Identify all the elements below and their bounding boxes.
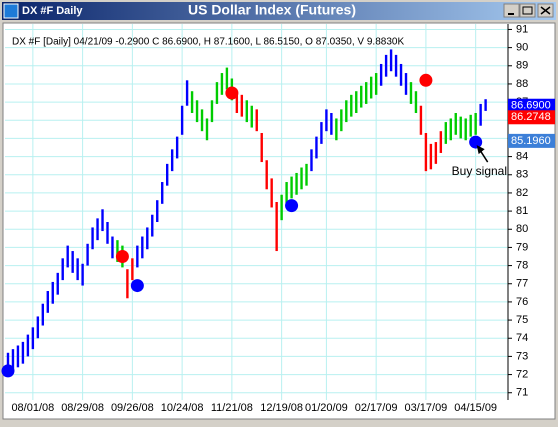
price-tag-label: 86.2748 [511, 111, 551, 123]
x-tick-label: 04/15/09 [454, 402, 497, 414]
plot [5, 24, 508, 400]
x-tick-label: 09/26/08 [111, 402, 154, 414]
y-tick-label: 75 [516, 314, 528, 326]
y-tick-label: 72 [516, 368, 528, 380]
price-tag-label: 86.6900 [511, 100, 551, 112]
signal-dot [1, 364, 15, 378]
x-tick-label: 08/29/08 [61, 402, 104, 414]
price-tag-label: 85.1960 [511, 135, 551, 147]
signal-dot [469, 135, 483, 149]
signal-dot [225, 86, 239, 100]
signal-dot [130, 279, 144, 293]
y-tick-label: 89 [516, 60, 528, 72]
price-tag [508, 98, 555, 113]
x-tick-label: 03/17/09 [404, 402, 447, 414]
y-tick-label: 84 [516, 151, 528, 163]
x-tick-label: 10/24/08 [161, 402, 204, 414]
title-bar [2, 2, 556, 20]
price-tag [508, 110, 555, 125]
y-tick-label: 73 [516, 350, 528, 362]
x-tick-label: 11/21/08 [211, 402, 253, 414]
annotation-text: Buy signal [452, 164, 507, 178]
close-glyph [540, 6, 551, 15]
y-tick-label: 78 [516, 259, 528, 271]
signal-dot [115, 250, 129, 264]
y-tick-label: 91 [516, 23, 528, 35]
chart-area [2, 22, 556, 420]
y-tick-label: 76 [516, 296, 528, 308]
annotation-arrowhead [476, 145, 485, 155]
chart-title: US Dollar Index (Futures) [188, 2, 356, 18]
y-tick-label: 77 [516, 278, 528, 290]
x-tick-label: 02/17/09 [355, 402, 398, 414]
y-tick-label: 88 [516, 78, 528, 90]
x-tick-label: 01/20/09 [305, 402, 348, 414]
y-tick-label: 80 [516, 223, 528, 235]
x-tick-label: 12/19/08 [260, 402, 303, 414]
y-tick-label: 82 [516, 187, 528, 199]
maximize-button[interactable] [519, 3, 536, 18]
x-tick-label: 08/01/08 [11, 402, 54, 414]
signal-dot [285, 199, 299, 213]
window-buttons [503, 3, 554, 18]
y-tick-label: 90 [516, 42, 528, 54]
y-tick-label: 83 [516, 169, 528, 181]
window-icon [3, 3, 19, 19]
minimize-button[interactable] [503, 3, 520, 18]
signal-dot [419, 73, 433, 87]
y-tick-label: 81 [516, 205, 528, 217]
price-tag [508, 133, 555, 148]
chart-subtitle: DX #F [Daily] 04/21/09 -0.2900 C 86.6900… [12, 37, 404, 48]
y-tick-label: 71 [516, 387, 528, 399]
maximize-glyph [522, 6, 533, 15]
y-tick-label: 79 [516, 241, 528, 253]
y-tick-label: 74 [516, 332, 528, 344]
window-title: DX #F Daily [22, 5, 83, 17]
